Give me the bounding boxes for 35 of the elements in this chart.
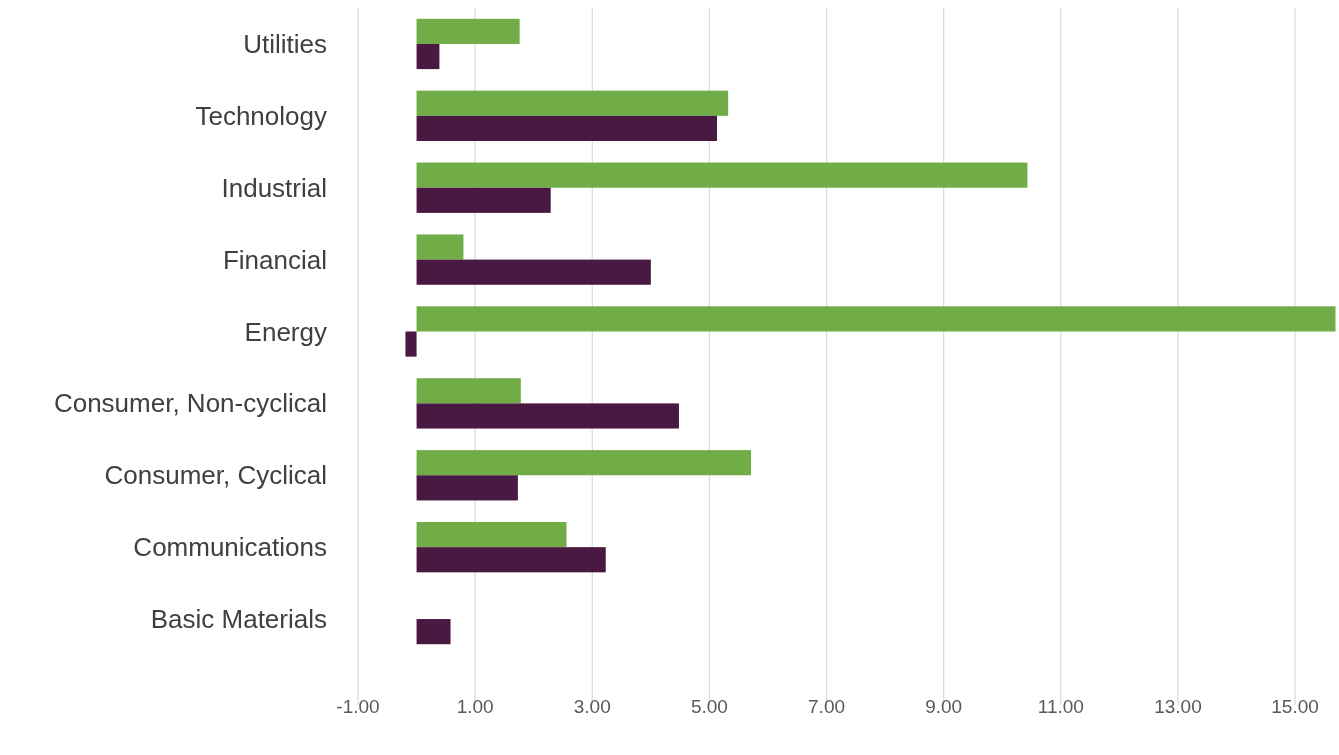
bar [416,187,551,213]
bar [416,234,464,260]
bar [416,547,606,573]
bar [416,450,751,476]
x-tick-label: 3.00 [573,696,611,717]
y-tick-label: Industrial [221,172,327,203]
bar [405,331,417,357]
y-tick-label: Technology [195,100,327,131]
x-tick-label: 11.00 [1037,696,1084,717]
x-tick-label: 7.00 [808,696,846,717]
bar [416,403,679,429]
x-tick-label: 5.00 [690,696,728,717]
x-tick-label: 15.00 [1271,696,1319,717]
bar [416,115,718,141]
y-tick-label: Utilities [243,29,327,60]
bar [416,378,521,404]
y-tick-label: Communications [133,532,327,563]
y-tick-label: Consumer, Cyclical [104,460,327,491]
x-tick-label: -1.00 [336,696,380,717]
x-tick-label: 9.00 [925,696,963,717]
bar [416,522,567,548]
bar [416,18,520,44]
y-tick-label: Financial [222,244,327,275]
x-tick-label: 13.00 [1154,696,1202,717]
bar [416,90,729,116]
y-tick-label: Consumer, Non-cyclical [53,388,327,419]
bar [416,619,451,645]
bar [416,306,1336,332]
y-tick-label: Energy [244,316,327,347]
bar [416,43,440,70]
y-tick-label: Basic Materials [150,604,327,635]
x-tick-label: 1.00 [456,696,494,717]
bar [416,259,651,285]
bar [416,475,518,501]
bar [416,162,1028,188]
